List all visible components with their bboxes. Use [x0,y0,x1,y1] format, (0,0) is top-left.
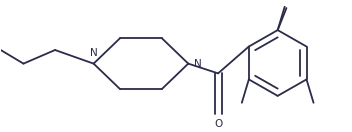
Text: O: O [214,119,222,129]
Text: N: N [194,59,201,69]
Text: N: N [90,48,98,58]
